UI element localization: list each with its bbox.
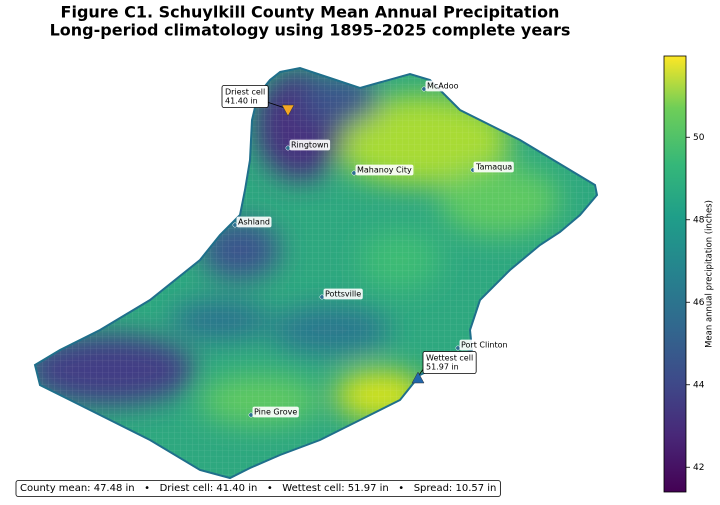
colorbar-tick-label: 46 bbox=[693, 298, 705, 308]
label-box bbox=[323, 288, 363, 300]
annotation-title: Wettest cell bbox=[426, 354, 473, 363]
colorbar-label: Mean annual precipitation (inches) bbox=[705, 200, 715, 348]
colorbar-tick-label: 44 bbox=[693, 380, 705, 390]
town-label: Tamaqua bbox=[475, 163, 512, 172]
colorbar-tick-label: 48 bbox=[693, 215, 705, 225]
colorbar bbox=[663, 55, 687, 493]
driest-marker bbox=[281, 104, 295, 117]
footer: County mean: 47.48 in • Driest cell: 41.… bbox=[15, 480, 501, 497]
colorbar-tick-label: 42 bbox=[693, 463, 704, 473]
label-box bbox=[473, 161, 514, 173]
title: Figure C1. Schuylkill County Mean Annual… bbox=[61, 3, 560, 22]
annotation-value: 41.40 in bbox=[225, 97, 258, 106]
annotation-box bbox=[221, 85, 269, 108]
towns: McAdoo Ringtown Mahanoy City Tamaqua Ashland… bbox=[232, 80, 514, 418]
label-box bbox=[252, 406, 299, 418]
label-box bbox=[15, 480, 501, 497]
summary: County mean: 47.48 in • Driest cell: 41.… bbox=[20, 483, 496, 494]
town-label: Ringtown bbox=[291, 141, 329, 150]
colorbar-tick-label: 50 bbox=[693, 133, 705, 143]
label-box bbox=[459, 339, 510, 351]
label-box bbox=[425, 80, 461, 92]
subtitle: Long-period climatology using 1895–2025 … bbox=[50, 21, 571, 40]
town-label: McAdoo bbox=[427, 82, 459, 91]
annotation-value: 51.97 in bbox=[426, 363, 459, 372]
precipitation-field bbox=[35, 68, 597, 478]
town-label: Port Clinton bbox=[461, 341, 508, 350]
label-box bbox=[236, 216, 272, 228]
colorbar-axis: 42 44 46 48 50 bbox=[686, 133, 705, 473]
town-label: Pottsville bbox=[325, 290, 361, 299]
label-box bbox=[355, 164, 414, 176]
label-box bbox=[289, 139, 331, 151]
town-label: Mahanoy City bbox=[357, 166, 412, 175]
town-label: Ashland bbox=[238, 218, 270, 227]
town-label: Pine Grove bbox=[254, 408, 297, 417]
annotation-box bbox=[422, 351, 477, 374]
annotation-title: Driest cell bbox=[225, 88, 265, 97]
wettest-marker bbox=[411, 371, 425, 384]
